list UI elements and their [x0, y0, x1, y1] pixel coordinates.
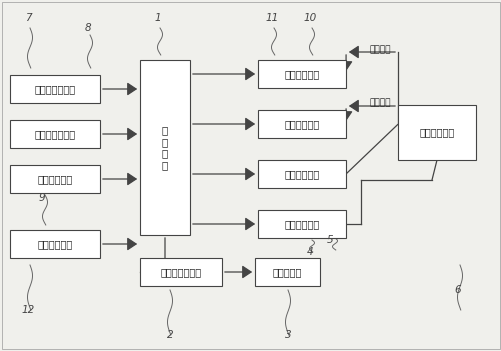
Text: 水流量传感器: 水流量传感器	[37, 174, 73, 184]
Bar	[258, 110, 345, 138]
Bar	[258, 160, 345, 188]
Text: 燃气比例阀: 燃气比例阀	[272, 267, 302, 277]
Text: 风机控制电路: 风机控制电路	[284, 169, 319, 179]
Bar	[140, 258, 221, 286]
Text: 5: 5	[326, 235, 333, 245]
Text: 11: 11	[265, 13, 278, 23]
Bar	[10, 120, 100, 148]
Text: 7: 7	[25, 13, 31, 23]
Text: 3: 3	[284, 330, 291, 340]
Text: 主
控
制
器: 主 控 制 器	[161, 125, 168, 170]
Text: 比例阀控制电路: 比例阀控制电路	[160, 267, 201, 277]
Bar	[10, 230, 100, 258]
Text: 8: 8	[85, 23, 91, 33]
Bar	[258, 210, 345, 238]
Bar	[255, 258, 319, 286]
Text: 12: 12	[22, 305, 35, 315]
Text: 1: 1	[154, 13, 161, 23]
Text: 转速反馈电路: 转速反馈电路	[284, 69, 319, 79]
Text: 9: 9	[39, 193, 45, 203]
Text: 进水温度传感器: 进水温度传感器	[35, 84, 76, 94]
Text: 4: 4	[306, 247, 313, 257]
Bar	[258, 60, 345, 88]
Text: 出水温度传感器: 出水温度传感器	[35, 129, 76, 139]
Text: 直流调速风机: 直流调速风机	[418, 127, 454, 138]
Bar	[10, 75, 100, 103]
Text: 2: 2	[166, 330, 173, 340]
Text: 预设显示装置: 预设显示装置	[37, 239, 73, 249]
Text: 6: 6	[454, 285, 460, 295]
Text: 10: 10	[303, 13, 316, 23]
Text: 电流信号: 电流信号	[369, 98, 391, 107]
Text: 风机供电电路: 风机供电电路	[284, 219, 319, 229]
Bar	[140, 60, 189, 235]
Text: 电流反馈电路: 电流反馈电路	[284, 119, 319, 129]
Bar	[10, 165, 100, 193]
Text: 转速信号: 转速信号	[369, 45, 391, 54]
Bar	[397, 105, 475, 160]
